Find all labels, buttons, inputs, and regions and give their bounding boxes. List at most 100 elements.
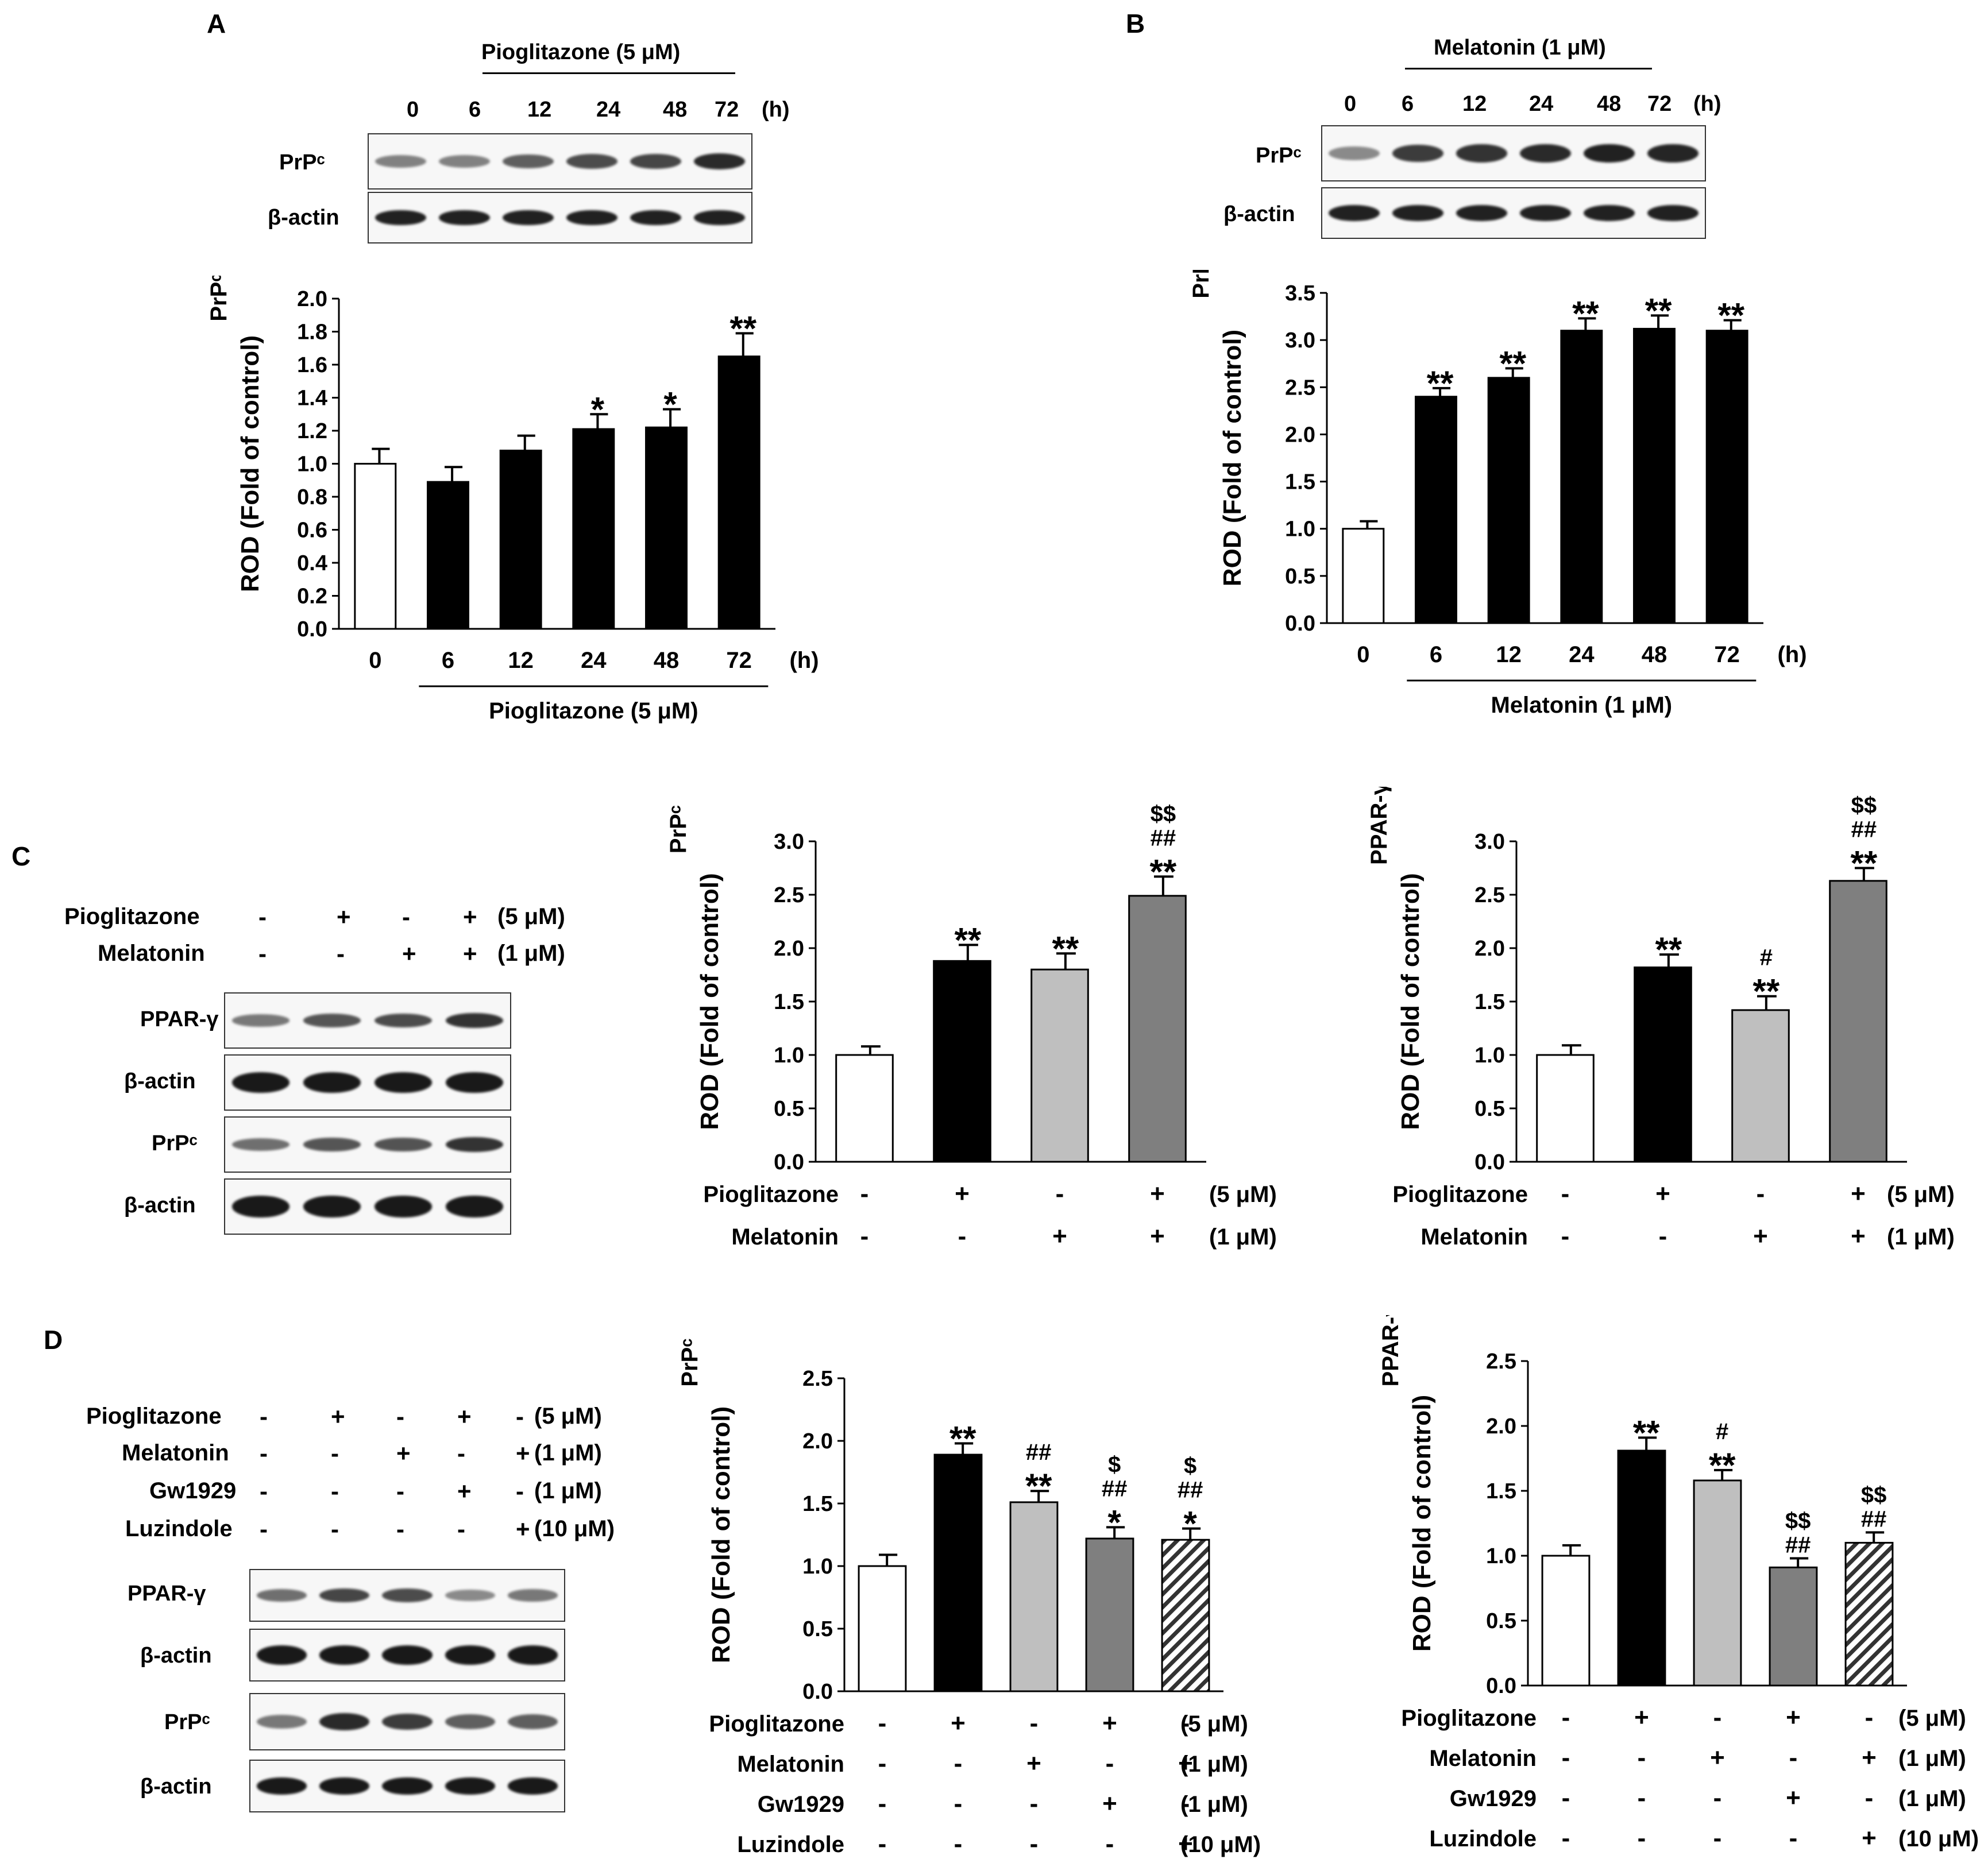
x-unit-label: (h)	[1777, 642, 1806, 667]
blot-band	[1647, 144, 1699, 163]
significance-star: **	[1572, 294, 1599, 333]
blot-band	[507, 1714, 558, 1730]
y-tick-label: 0.5	[1486, 1609, 1516, 1633]
blot-b-time-label: 48	[1597, 92, 1622, 116]
y-tick-label: 0.0	[774, 1150, 804, 1174]
y-tick-label: 3.0	[774, 830, 804, 854]
bar	[1705, 330, 1748, 624]
blot-band	[382, 1777, 433, 1795]
blot-c-actin-1	[224, 1054, 511, 1111]
blot-d-sign: +	[457, 1403, 472, 1430]
treatment-sign: -	[860, 1180, 869, 1208]
y-axis-label: ROD (Fold of control)	[707, 1406, 735, 1663]
significance-mark: $$	[1151, 801, 1176, 826]
blot-band	[319, 1645, 370, 1665]
blot-band	[303, 1196, 361, 1217]
blot-a-label-prpc: PrPᶜ	[279, 150, 325, 175]
bar	[572, 428, 615, 630]
blot-d-row-name: Melatonin	[122, 1440, 229, 1466]
y-tick-label: 1.0	[1474, 1043, 1505, 1068]
significance-star: *	[1108, 1503, 1122, 1541]
treatment-name: Pioglitazone	[1401, 1706, 1537, 1731]
significance-mark: $$	[1851, 793, 1877, 818]
blot-d-label-actin-1: β-actin	[140, 1644, 212, 1668]
blot-c-sign: -	[337, 940, 345, 967]
blot-b-label-prpc: PrPᶜ	[1256, 144, 1302, 168]
treatment-sign: -	[878, 1749, 887, 1777]
blot-d-sign: +	[516, 1440, 530, 1467]
y-tick-label: 1.0	[802, 1555, 833, 1579]
treatment-sign: -	[1865, 1784, 1874, 1812]
chart-a: ROD (Fold of control)PrPᶜ 0.0 0.2 0.4 0.6 0.8…	[206, 276, 819, 724]
treatment-dose: (1 μM)	[1887, 1224, 1955, 1250]
blot-band	[566, 210, 617, 226]
bar	[645, 426, 688, 630]
blot-c-ppar	[224, 992, 511, 1049]
treatment-name: Pioglitazone	[709, 1711, 844, 1737]
treatment-sign: -	[1030, 1830, 1039, 1858]
treatment-sign: -	[1182, 1789, 1190, 1818]
blot-band	[319, 1588, 370, 1603]
y-tick-label: 2.0	[802, 1429, 833, 1454]
blot-band	[566, 154, 617, 169]
treatment-dose: (1 μM)	[1180, 1752, 1248, 1777]
blot-band	[256, 1777, 307, 1795]
treatment-sign: +	[1634, 1703, 1649, 1731]
significance-star: *	[591, 390, 605, 428]
blot-c-label-prpc: PrPᶜ	[152, 1131, 198, 1155]
treatment-dose: (1 μM)	[1898, 1746, 1966, 1771]
x-tick-label: 48	[1642, 642, 1667, 667]
blot-band	[1520, 204, 1571, 222]
treatment-sign: +	[1102, 1709, 1117, 1737]
treatment-sign: +	[1655, 1180, 1670, 1208]
treatment-sign: -	[1713, 1784, 1722, 1812]
blot-band	[303, 1014, 361, 1027]
treatment-sign: -	[1182, 1709, 1190, 1737]
x-tick-label: 24	[581, 648, 607, 673]
bar	[1617, 1449, 1666, 1687]
bar	[1030, 968, 1089, 1163]
bar	[1633, 327, 1676, 624]
blot-band	[507, 1645, 558, 1665]
blot-c-row-name: Melatonin	[98, 941, 205, 966]
blot-a-label-actin: β-actin	[268, 206, 339, 230]
y-tick-label: 3.0	[1474, 830, 1505, 854]
significance-mark: ##	[1151, 825, 1176, 851]
x-tick-label: 0	[1357, 642, 1369, 667]
blot-c-row-name: Pioglitazone	[64, 904, 200, 929]
bar	[499, 450, 542, 630]
blot-band	[1392, 144, 1443, 163]
treatment-dose: (5 μM)	[1180, 1711, 1248, 1737]
blot-d-sign: -	[396, 1478, 404, 1505]
treatment-dose: (1 μM)	[1898, 1786, 1966, 1811]
blot-c-sign: -	[402, 903, 410, 930]
blot-band	[446, 1196, 503, 1217]
treatment-sign: -	[954, 1830, 963, 1858]
treatment-sign: -	[1757, 1180, 1765, 1208]
bar	[1415, 396, 1457, 624]
bar	[1634, 966, 1692, 1163]
blot-b-time-label: 6	[1402, 92, 1414, 116]
treatment-sign: +	[1178, 1830, 1193, 1858]
significance-star: **	[1150, 852, 1177, 891]
blot-d-dose: (10 μM)	[534, 1516, 615, 1541]
y-tick-label: 0.5	[774, 1097, 804, 1121]
blot-band	[694, 153, 745, 170]
y-tick-label: 0.5	[1285, 565, 1315, 589]
blot-c-label-actin-2: β-actin	[124, 1193, 196, 1217]
x-axis-label: Pioglitazone (5 μM)	[489, 698, 698, 724]
treatment-dose: (10 μM)	[1898, 1826, 1979, 1851]
y-tick-label: 1.8	[297, 320, 327, 345]
blot-a-time-label: 12	[527, 98, 552, 122]
bar	[933, 1454, 983, 1692]
significance-mark: ##	[1851, 817, 1877, 842]
blot-band	[232, 1014, 289, 1027]
y-axis-label: ROD (Fold of control)	[1396, 873, 1425, 1130]
blot-a-time-label: 72	[715, 98, 739, 122]
bar	[858, 1565, 907, 1692]
y-tick-label: 1.5	[774, 990, 804, 1014]
treatment-sign: +	[1862, 1824, 1877, 1852]
blot-band	[382, 1645, 433, 1665]
blot-c-label-actin-1: β-actin	[124, 1069, 196, 1093]
blot-b-time-label: 12	[1462, 92, 1487, 116]
